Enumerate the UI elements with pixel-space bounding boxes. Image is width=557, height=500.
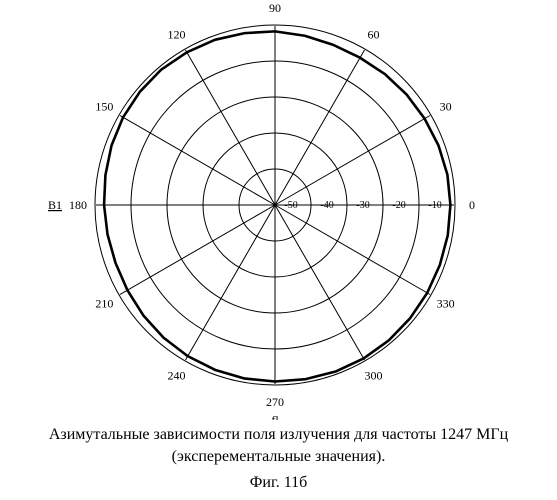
svg-text:60: 60: [368, 27, 380, 41]
axis-label: fl: [271, 413, 279, 420]
svg-text:-20: -20: [392, 200, 405, 211]
svg-text:-30: -30: [356, 200, 369, 211]
svg-text:240: 240: [168, 369, 186, 383]
svg-text:210: 210: [95, 297, 113, 311]
caption-line2: (эксперементальные значения).: [0, 448, 557, 466]
svg-text:120: 120: [168, 27, 186, 41]
svg-text:30: 30: [440, 100, 452, 114]
figure-number: Фиг. 11б: [0, 474, 557, 492]
polar-chart: 0 30 60 90 120 150 180 210 240 270 300 330 -50 -40 -30…: [0, 0, 557, 420]
svg-text:0: 0: [469, 198, 475, 212]
svg-text:90: 90: [269, 1, 281, 15]
svg-text:-10: -10: [428, 200, 441, 211]
svg-text:150: 150: [95, 100, 113, 114]
svg-text:180: 180: [69, 198, 87, 212]
svg-text:330: 330: [437, 297, 455, 311]
svg-text:270: 270: [266, 395, 284, 409]
svg-text:-50: -50: [284, 200, 297, 211]
series-label: B1: [48, 198, 62, 212]
svg-text:-40: -40: [320, 200, 333, 211]
svg-text:300: 300: [365, 369, 383, 383]
caption-line1: Азимутальные зависимости поля излучения …: [0, 426, 557, 444]
